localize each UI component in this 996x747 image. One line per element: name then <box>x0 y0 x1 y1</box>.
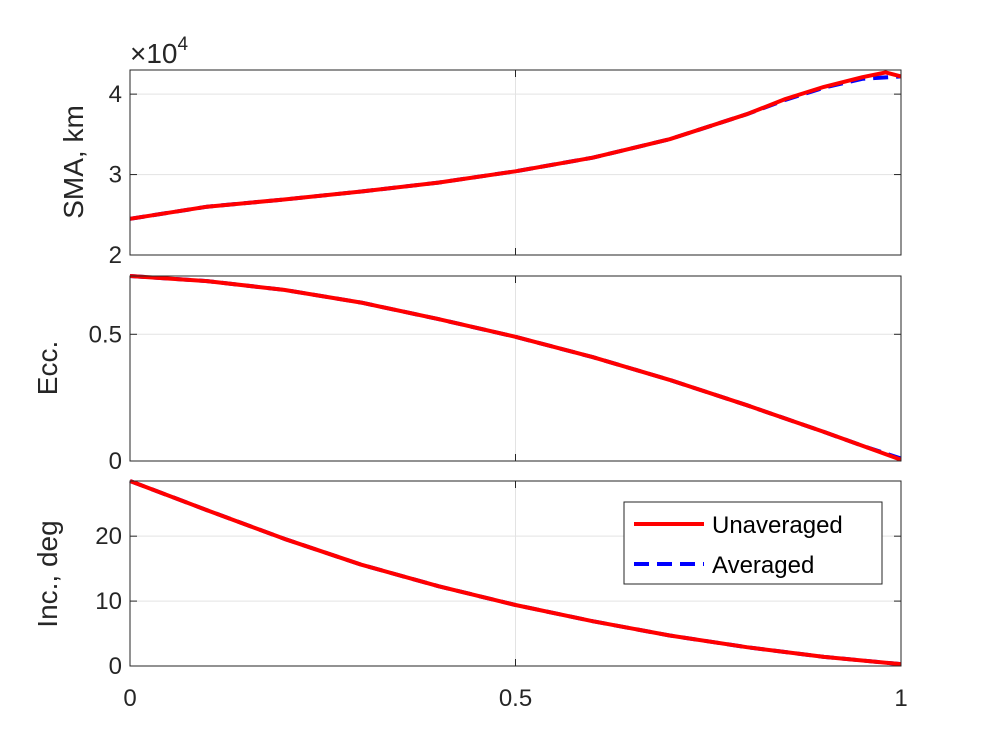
exponent-power: 4 <box>178 34 189 55</box>
inc-ytick-label: 20 <box>95 523 122 550</box>
inc-xtick-label: 0.5 <box>499 685 532 712</box>
sma-axes: 2 3 4 <box>109 69 902 269</box>
ecc-series <box>129 274 902 462</box>
legend-unaveraged-label: Unaveraged <box>712 512 843 539</box>
inc-unaveraged-line <box>129 479 902 667</box>
sma-unaveraged-line <box>129 70 902 221</box>
inc-ytick-label: 10 <box>95 588 122 615</box>
legend-averaged-label: Averaged <box>712 552 814 579</box>
legend-box <box>623 501 883 585</box>
inc-xtick-label: 0 <box>123 685 136 712</box>
ecc-panel: 00.5 Ecc. <box>32 274 902 475</box>
ecc-ytick-label: 0 <box>109 448 122 475</box>
ecc-unaveraged-line <box>129 274 902 462</box>
sma-ytick-label: 2 <box>109 242 122 269</box>
inc-panel: 0 10 20 0 0.5 1 Inc., deg <box>32 479 908 712</box>
sma-series <box>129 70 902 221</box>
exponent-base: ×10 <box>130 38 178 69</box>
sma-ylabel: SMA, km <box>58 105 89 219</box>
ecc-ytick-label: 0.5 <box>89 321 122 348</box>
ecc-grid <box>130 276 901 461</box>
sma-panel: 234 SMA, km ×104 <box>58 34 902 269</box>
ecc-axes: 00.5 <box>89 275 902 475</box>
sma-ytick-label: 4 <box>109 81 122 108</box>
inc-xtick-label: 1 <box>894 685 907 712</box>
inc-axes: 0 10 20 0 0.5 1 <box>95 480 908 712</box>
sma-grid <box>130 70 901 255</box>
legend[interactable]: Unaveraged Averaged <box>623 501 883 585</box>
inc-series <box>129 479 902 667</box>
inc-ylabel: Inc., deg <box>32 520 63 627</box>
inc-ytick-label: 0 <box>109 653 122 680</box>
sma-exponent: ×104 <box>130 34 189 69</box>
ecc-ylabel: Ecc. <box>32 341 63 395</box>
sma-ytick-label: 3 <box>109 162 122 189</box>
